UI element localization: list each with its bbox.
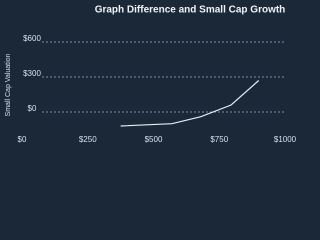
- y-tick-label: $0: [28, 104, 37, 113]
- y-tick-label: $600: [23, 34, 41, 43]
- x-tick-label: $500: [145, 135, 163, 144]
- data-line: [120, 80, 260, 127]
- x-tick-label: $1000: [274, 135, 297, 144]
- chart: Graph Difference and Small Cap Growth Sm…: [0, 0, 300, 150]
- background: [0, 0, 300, 150]
- y-axis-label: Small Cap Valuation: [5, 53, 12, 116]
- chart-title: Graph Difference and Small Cap Growth: [95, 5, 286, 16]
- y-tick-label: $300: [23, 69, 41, 78]
- x-tick-label: $0: [18, 135, 27, 144]
- x-tick-label: $250: [79, 135, 97, 144]
- x-tick-label: $750: [210, 135, 228, 144]
